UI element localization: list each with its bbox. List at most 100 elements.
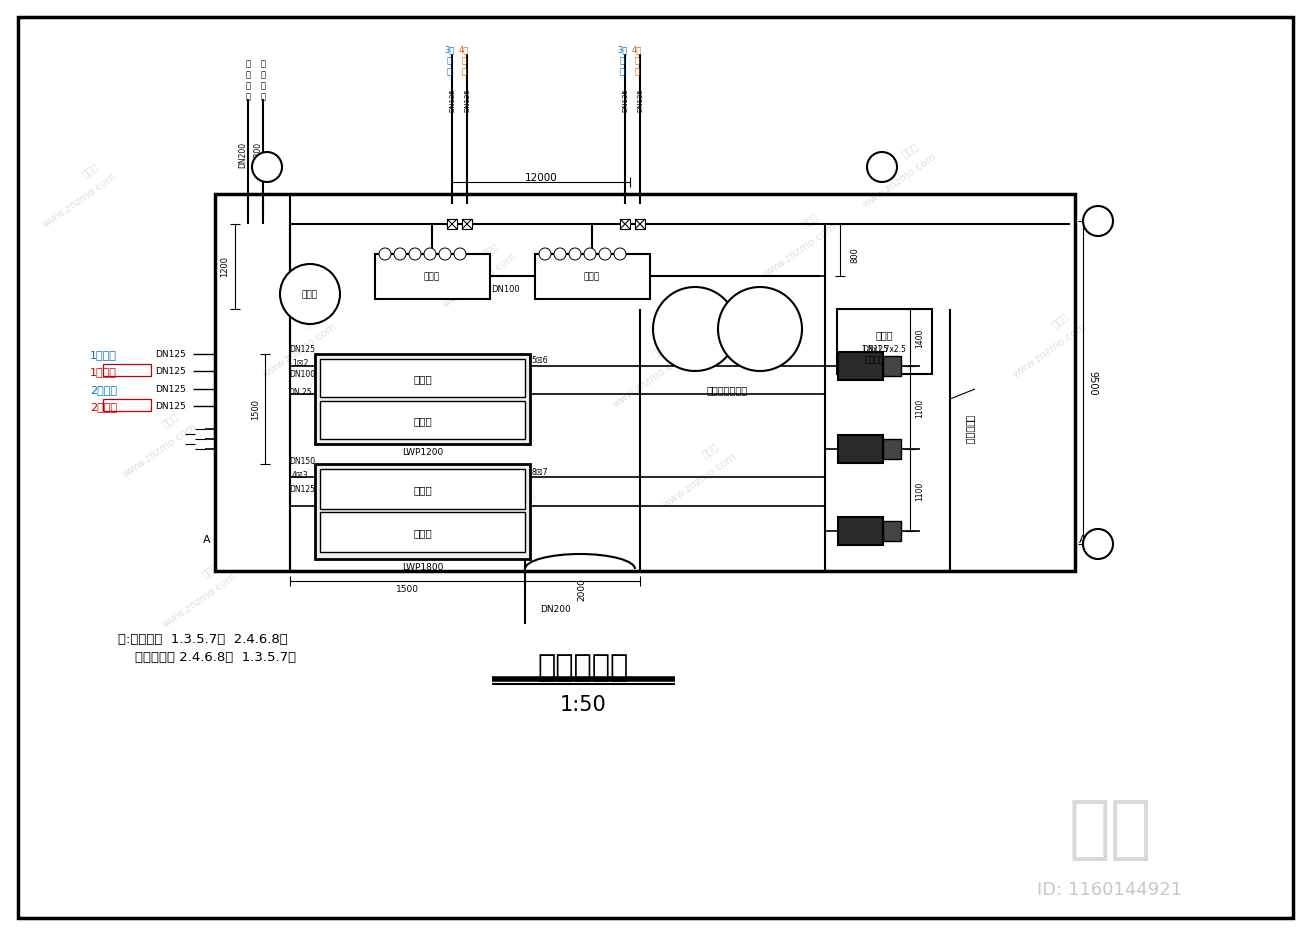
Circle shape (439, 249, 451, 261)
Circle shape (423, 249, 437, 261)
Text: 补水箱: 补水箱 (876, 329, 893, 340)
Text: 回: 回 (620, 56, 624, 66)
Text: 知末网: 知末网 (800, 211, 821, 229)
Text: www.znzmo.com: www.znzmo.com (261, 320, 338, 379)
Text: 1100: 1100 (915, 481, 924, 500)
Circle shape (583, 249, 597, 261)
Text: 知末网: 知末网 (499, 480, 520, 499)
Text: 3区: 3区 (616, 46, 627, 54)
Text: 注:夏天阀门  1.3.5.7关  2.4.6.8开: 注:夏天阀门 1.3.5.7关 2.4.6.8开 (118, 633, 287, 646)
Circle shape (569, 249, 581, 261)
Text: 水: 水 (635, 67, 640, 77)
Text: ②: ② (877, 161, 888, 174)
Text: 水: 水 (245, 70, 250, 80)
Text: 知末网: 知末网 (650, 341, 670, 358)
Bar (215, 195, 1075, 571)
Text: 1区供水: 1区供水 (90, 350, 117, 359)
Bar (884, 521, 901, 541)
Text: 知末网: 知末网 (300, 311, 320, 329)
Text: 12000: 12000 (524, 173, 557, 183)
Text: A: A (1092, 537, 1104, 551)
Bar (104, 400, 151, 412)
Bar (884, 357, 901, 376)
Text: 2000: 2000 (578, 578, 586, 601)
Text: www.znzmo.com: www.znzmo.com (661, 450, 738, 508)
Text: DN200: DN200 (540, 605, 570, 614)
Circle shape (454, 249, 465, 261)
Bar (315, 464, 530, 560)
Text: DN125: DN125 (155, 402, 186, 411)
Bar (884, 440, 901, 460)
Text: 除砂器: 除砂器 (302, 290, 319, 300)
Text: DN125: DN125 (464, 88, 471, 111)
Text: www.znzmo.com: www.znzmo.com (611, 350, 688, 409)
Text: 1区回水: 1区回水 (90, 367, 117, 376)
Text: 知末网: 知末网 (160, 410, 180, 429)
Text: DN150: DN150 (288, 457, 315, 466)
Text: 供: 供 (447, 56, 451, 66)
Text: 2区回水: 2区回水 (90, 402, 117, 412)
Text: 8☒7: 8☒7 (532, 467, 548, 476)
Circle shape (867, 153, 897, 183)
Bar (620, 220, 631, 229)
Circle shape (614, 249, 625, 261)
Bar (447, 220, 458, 229)
Text: 分水器: 分水器 (423, 272, 440, 281)
Text: 水: 水 (447, 67, 451, 77)
Text: DN200: DN200 (239, 141, 248, 168)
Text: www.znzmo.com: www.znzmo.com (461, 490, 539, 548)
Text: www.znzmo.com: www.znzmo.com (1011, 320, 1088, 379)
Text: 1100: 1100 (915, 398, 924, 417)
Text: 知末网: 知末网 (80, 161, 100, 179)
Bar (838, 353, 884, 381)
Circle shape (252, 153, 282, 183)
Text: 蒸发器: 蒸发器 (413, 485, 431, 494)
Text: 供: 供 (461, 56, 467, 66)
Text: 蒸发器: 蒸发器 (413, 373, 431, 384)
Bar (635, 220, 645, 229)
Text: 水: 水 (261, 70, 266, 80)
Text: 知末网: 知末网 (700, 440, 720, 459)
Text: 1500: 1500 (252, 399, 261, 420)
Text: 冬天天阀门 2.4.6.8关  1.3.5.7开: 冬天天阀门 2.4.6.8关 1.3.5.7开 (118, 651, 296, 664)
Text: DN100: DN100 (490, 285, 519, 294)
Bar (838, 435, 884, 463)
Text: 知末网: 知末网 (480, 241, 499, 259)
Circle shape (539, 249, 551, 261)
Text: 水: 水 (620, 67, 624, 77)
Text: 1400: 1400 (915, 328, 924, 347)
Text: 知末网: 知末网 (899, 140, 920, 159)
Text: 井: 井 (245, 60, 250, 68)
Text: 水: 水 (461, 67, 467, 77)
Text: 冷凝器: 冷凝器 (413, 528, 431, 537)
Text: 回: 回 (635, 56, 640, 66)
Text: DN125: DN125 (288, 485, 315, 494)
Text: 磁力除垢仪: 磁力除垢仪 (965, 415, 975, 445)
Circle shape (653, 287, 737, 372)
Bar (836, 310, 932, 374)
Text: DN125: DN125 (448, 88, 455, 111)
Text: 2区供水: 2区供水 (90, 385, 117, 395)
Text: DN125: DN125 (621, 88, 628, 111)
Bar (838, 518, 884, 546)
Text: www.znzmo.com: www.znzmo.com (41, 170, 119, 229)
Text: DN200: DN200 (253, 141, 262, 168)
Text: A: A (203, 534, 211, 545)
Text: 知末: 知末 (1068, 796, 1152, 863)
Text: 1500: 1500 (396, 585, 418, 593)
Text: 4区: 4区 (459, 46, 469, 54)
Text: DN.25: DN.25 (288, 388, 312, 397)
Text: 知末网: 知末网 (1050, 311, 1070, 329)
Bar (535, 255, 650, 300)
Text: 4区: 4区 (632, 46, 642, 54)
Bar (320, 512, 524, 552)
Text: 接: 接 (261, 93, 266, 101)
Text: DN125: DN125 (637, 88, 642, 111)
Text: 冷凝器: 冷凝器 (413, 416, 431, 426)
Text: 水处理净化设备: 水处理净化设备 (707, 385, 747, 395)
Bar (315, 355, 530, 445)
Text: www.znzmo.com: www.znzmo.com (161, 570, 239, 628)
Bar (461, 220, 472, 229)
Circle shape (718, 287, 802, 372)
Bar (375, 255, 490, 300)
